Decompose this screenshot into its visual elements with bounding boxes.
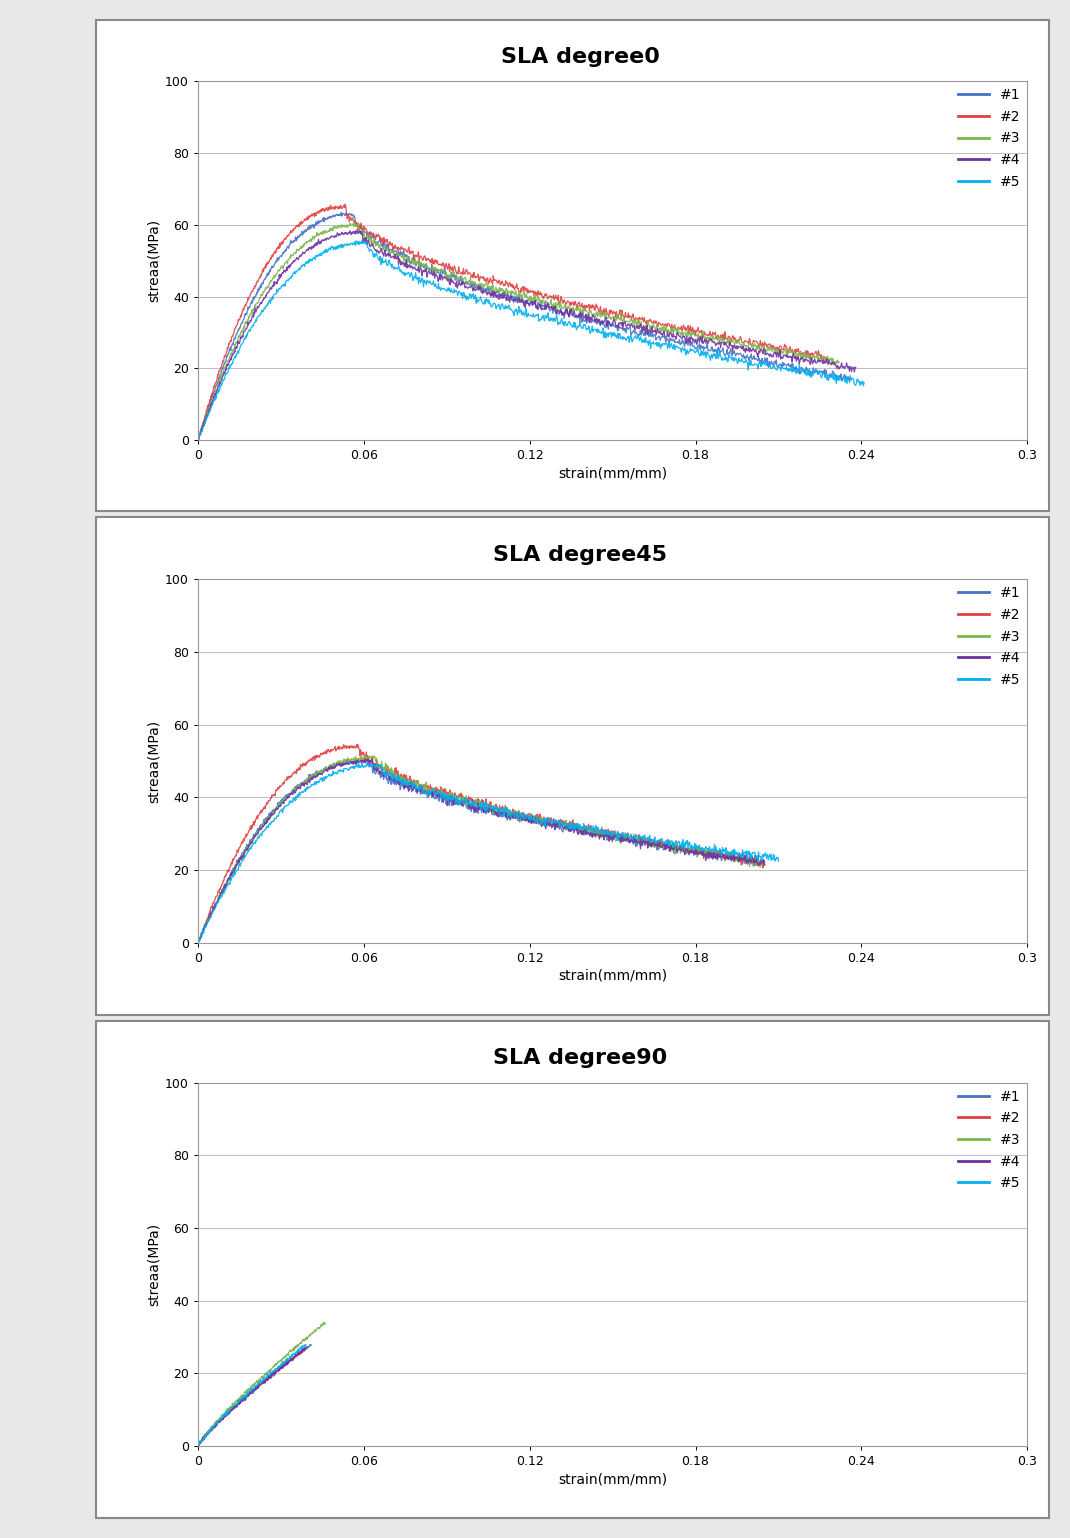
Y-axis label: streaa(MPa): streaa(MPa) xyxy=(147,720,160,803)
Legend: #1, #2, #3, #4, #5: #1, #2, #3, #4, #5 xyxy=(952,83,1026,194)
Text: SLA degree0: SLA degree0 xyxy=(501,46,660,66)
X-axis label: strain(mm/mm): strain(mm/mm) xyxy=(559,1472,667,1486)
Legend: #1, #2, #3, #4, #5: #1, #2, #3, #4, #5 xyxy=(952,1084,1026,1195)
X-axis label: strain(mm/mm): strain(mm/mm) xyxy=(559,969,667,983)
Y-axis label: streaa(MPa): streaa(MPa) xyxy=(147,1223,160,1306)
Text: SLA degree45: SLA degree45 xyxy=(493,544,668,564)
Y-axis label: streaa(MPa): streaa(MPa) xyxy=(147,218,160,303)
Text: SLA degree90: SLA degree90 xyxy=(493,1047,668,1067)
X-axis label: strain(mm/mm): strain(mm/mm) xyxy=(559,466,667,480)
Legend: #1, #2, #3, #4, #5: #1, #2, #3, #4, #5 xyxy=(952,581,1026,692)
